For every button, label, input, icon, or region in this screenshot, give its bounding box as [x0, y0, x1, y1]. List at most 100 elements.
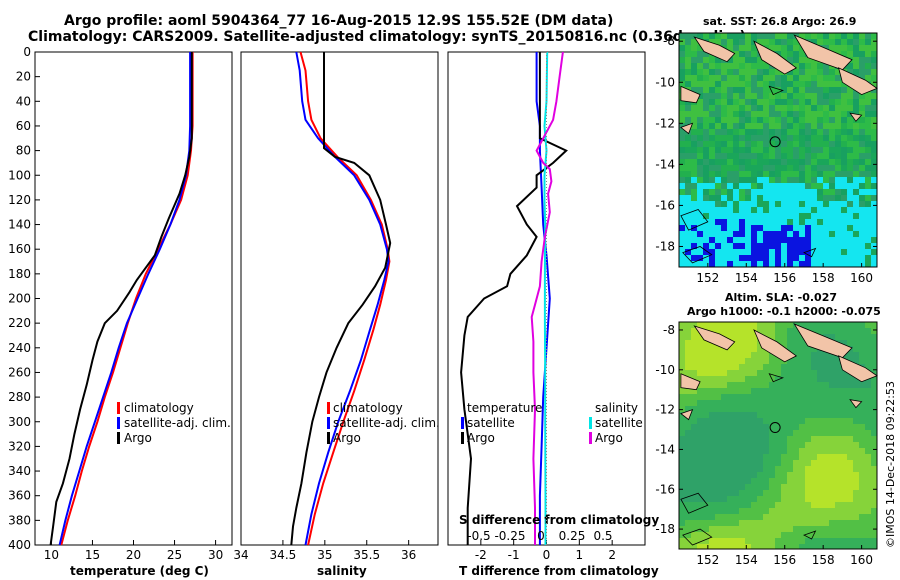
- map-cell: [715, 237, 721, 243]
- map-cell: [793, 544, 799, 549]
- map-cell: [739, 394, 745, 400]
- map-cell: [763, 448, 769, 454]
- map-cell: [697, 147, 703, 153]
- map-cell: [679, 105, 685, 111]
- map-cell: [781, 496, 787, 502]
- map-cell: [865, 544, 871, 549]
- map-cell: [871, 231, 877, 237]
- map-cell: [811, 201, 817, 207]
- map-cell: [727, 159, 733, 165]
- legend-argo: Argo: [333, 431, 361, 445]
- map-cell: [811, 177, 817, 183]
- map-cell: [709, 261, 715, 267]
- map-cell: [679, 538, 685, 544]
- map-cell: [769, 358, 775, 364]
- map-cell: [751, 460, 757, 466]
- map-cell: [685, 514, 691, 520]
- map-cell: [697, 412, 703, 418]
- map-cell: [793, 514, 799, 520]
- map-cell: [691, 183, 697, 189]
- map-cell: [721, 322, 727, 328]
- map-cell: [721, 454, 727, 460]
- map-cell: [847, 69, 853, 75]
- map-cell: [757, 484, 763, 490]
- map-cell: [823, 520, 829, 526]
- map-cell: [703, 406, 709, 412]
- map-cell: [823, 436, 829, 442]
- legend-swatch-satellite: [327, 417, 330, 429]
- map-cell: [865, 63, 871, 69]
- map-cell: [817, 183, 823, 189]
- map-cell: [793, 183, 799, 189]
- map-cell: [823, 201, 829, 207]
- map-cell: [853, 388, 859, 394]
- map-cell: [829, 430, 835, 436]
- map-cell: [871, 255, 877, 261]
- map-cell: [871, 261, 877, 267]
- map-cell: [715, 514, 721, 520]
- map-cell: [799, 382, 805, 388]
- map-cell: [847, 388, 853, 394]
- map-cell: [799, 442, 805, 448]
- map-cell: [775, 484, 781, 490]
- map-cell: [769, 364, 775, 370]
- map-cell: [853, 45, 859, 51]
- map-cell: [745, 322, 751, 328]
- map-cell: [697, 249, 703, 255]
- map-cell: [679, 412, 685, 418]
- map-cell: [799, 207, 805, 213]
- map-cell: [793, 400, 799, 406]
- map-cell: [769, 352, 775, 358]
- map-cell: [835, 394, 841, 400]
- map-cell: [817, 153, 823, 159]
- map-cell: [721, 520, 727, 526]
- map-cell: [805, 520, 811, 526]
- map-cell: [691, 532, 697, 538]
- map-cell: [817, 117, 823, 123]
- map-cell: [769, 153, 775, 159]
- map-cell: [751, 340, 757, 346]
- map-cell: [847, 424, 853, 430]
- map-cell: [781, 532, 787, 538]
- map-cell: [775, 424, 781, 430]
- map-cell: [727, 382, 733, 388]
- map-cell: [685, 430, 691, 436]
- map-cell: [697, 51, 703, 57]
- map-cell: [817, 502, 823, 508]
- map-cell: [841, 484, 847, 490]
- map-cell: [781, 111, 787, 117]
- map-cell: [751, 370, 757, 376]
- sla-map-lon-axis: 152 154 156 158 160: [696, 545, 873, 567]
- map-cell: [709, 231, 715, 237]
- map-cell: [745, 352, 751, 358]
- map-cell: [865, 496, 871, 502]
- map-cell: [775, 382, 781, 388]
- map-cell: [679, 478, 685, 484]
- map-cell: [817, 406, 823, 412]
- map-cell: [823, 213, 829, 219]
- map-cell: [835, 376, 841, 382]
- map-cell: [727, 147, 733, 153]
- map-cell: [769, 141, 775, 147]
- map-cell: [727, 394, 733, 400]
- map-cell: [727, 334, 733, 340]
- map-cell: [721, 472, 727, 478]
- map-cell: [715, 328, 721, 334]
- map-cell: [835, 436, 841, 442]
- map-cell: [775, 81, 781, 87]
- map-cell: [703, 532, 709, 538]
- map-cell: [721, 364, 727, 370]
- map-cell: [865, 111, 871, 117]
- map-cell: [709, 412, 715, 418]
- map-cell: [757, 448, 763, 454]
- map-cell: [853, 340, 859, 346]
- map-cell: [769, 69, 775, 75]
- map-cell: [769, 496, 775, 502]
- map-cell: [703, 490, 709, 496]
- map-cell: [679, 171, 685, 177]
- map-cell: [829, 382, 835, 388]
- map-cell: [697, 538, 703, 544]
- map-cell: [769, 219, 775, 225]
- map-cell: [733, 129, 739, 135]
- map-cell: [745, 520, 751, 526]
